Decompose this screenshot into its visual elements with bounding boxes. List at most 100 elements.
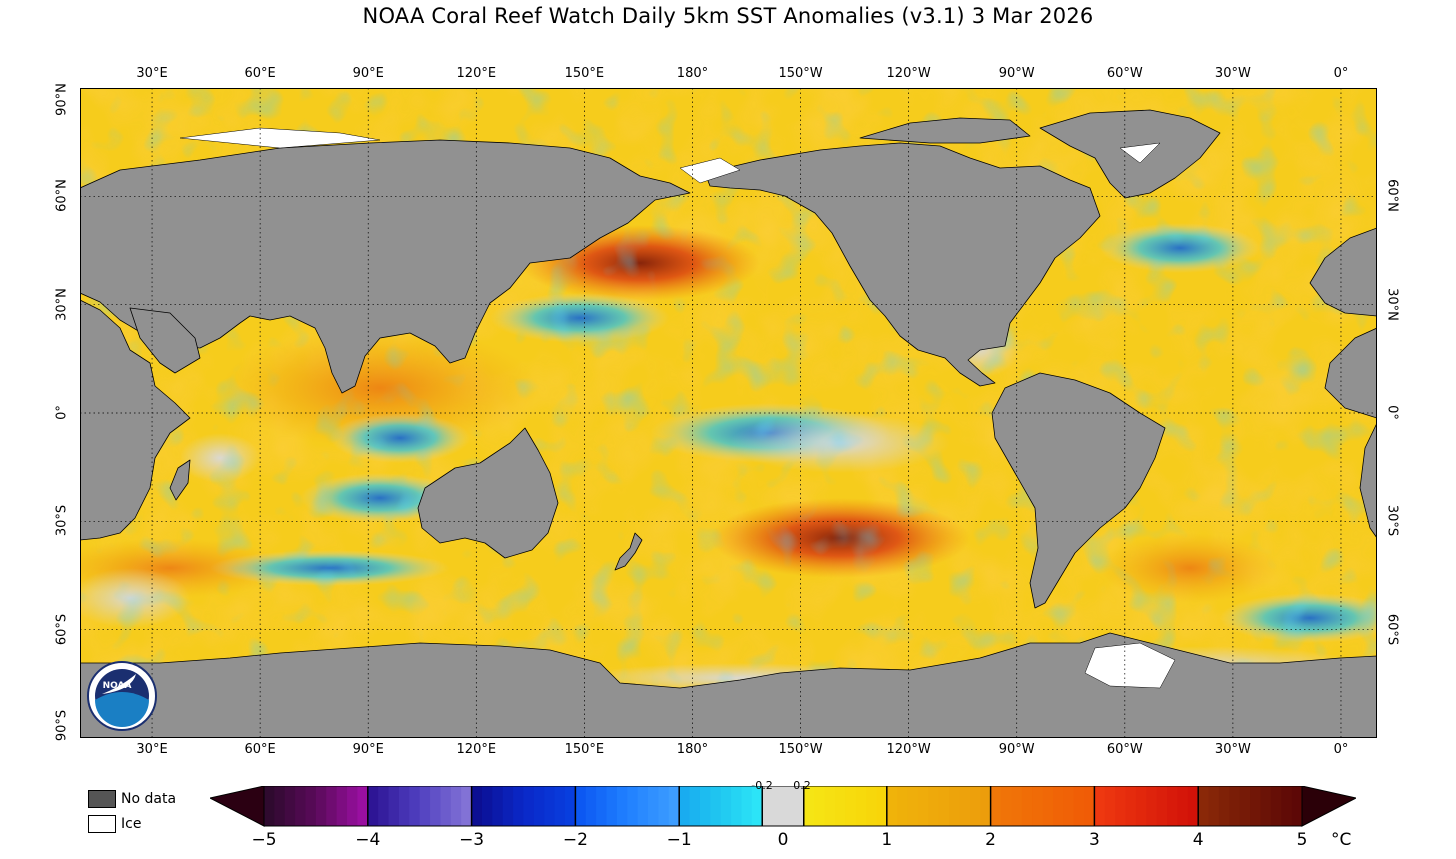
graticule — [80, 88, 1377, 738]
longitude-label: 180° — [676, 66, 709, 81]
south-america — [991, 372, 1166, 609]
colorbar-segment — [720, 786, 732, 826]
longitude-label: 0° — [1333, 66, 1349, 81]
colorbar — [210, 786, 1356, 827]
longitude-label: 150°E — [564, 66, 605, 81]
colorbar-segment — [1270, 786, 1282, 826]
longitude-label: 120°E — [456, 66, 497, 81]
colorbar-segment — [1250, 786, 1261, 826]
colorbar-segment — [1281, 786, 1293, 826]
longitude-label: 60°E — [244, 742, 276, 757]
colorbar-segment — [419, 786, 431, 826]
colorbar-segment — [1084, 786, 1095, 826]
longitude-label: 30°W — [1214, 742, 1251, 757]
colorbar-segment — [1229, 786, 1241, 826]
colorbar-tick-label: 3 — [1088, 830, 1100, 850]
colorbar-segment — [824, 786, 836, 826]
colorbar-segment — [627, 786, 639, 826]
colorbar-segment — [793, 786, 805, 826]
colorbar-segment — [969, 786, 981, 826]
colorbar-segment — [388, 786, 400, 826]
colorbar-segment — [928, 786, 940, 826]
arctic-islands — [859, 117, 1031, 144]
colorbar-segment — [565, 786, 576, 826]
colorbar-segment — [378, 786, 390, 826]
australia — [417, 427, 559, 559]
madagascar — [169, 459, 191, 501]
colorbar-segment — [648, 786, 659, 826]
colorbar-segment — [855, 786, 867, 826]
latitude-label-left: 60°S — [54, 613, 70, 645]
colorbar-tick-label: 4 — [1192, 830, 1204, 850]
colorbar-segment — [409, 786, 421, 826]
colorbar-segment — [897, 786, 909, 826]
land-masses — [80, 109, 1377, 738]
colorbar-tick-label: 0 — [777, 830, 789, 850]
colorbar-segment — [886, 786, 898, 826]
eurasia — [80, 139, 691, 394]
colorbar-segment — [949, 786, 960, 826]
colorbar-unit: °C — [1331, 830, 1352, 850]
colorbar-segment — [699, 786, 711, 826]
colorbar-segment — [398, 786, 410, 826]
colorbar-segment — [1000, 786, 1012, 826]
longitude-label: 90°E — [352, 66, 384, 81]
colorbar-segment — [1177, 786, 1189, 826]
colorbar-small-tick-pos: 0.2 — [793, 779, 811, 792]
colorbar-tick-label: −5 — [251, 830, 277, 850]
noaa-logo: NOAA — [87, 661, 157, 731]
colorbar-segment — [326, 786, 338, 826]
west-africa — [1324, 327, 1377, 419]
colorbar-segment — [616, 786, 628, 826]
colorbar-segment — [710, 786, 722, 826]
colorbar-tick-label: 5 — [1296, 830, 1308, 850]
colorbar-segment — [502, 786, 514, 826]
colorbar-segment — [315, 786, 327, 826]
colorbar-segment — [658, 786, 670, 826]
colorbar-segment — [751, 786, 763, 826]
colorbar-segment — [959, 786, 971, 826]
colorbar-segment — [533, 786, 545, 826]
arabia — [129, 307, 201, 374]
colorbar-segment — [938, 786, 950, 826]
colorbar-segment — [1218, 786, 1230, 826]
colorbar-segment — [295, 786, 307, 826]
colorbar-segment — [1198, 786, 1210, 826]
colorbar-segment — [1135, 786, 1147, 826]
colorbar-segment — [1167, 786, 1178, 826]
colorbar-segment — [1115, 786, 1127, 826]
colorbar-segment — [264, 786, 275, 826]
colorbar-segment — [606, 786, 618, 826]
colorbar-tick-label: −1 — [666, 830, 692, 850]
latitude-label-right: 60°N — [1384, 179, 1400, 213]
latitude-label-right: 30°N — [1384, 287, 1400, 321]
longitude-label: 30°E — [136, 742, 168, 757]
longitude-label: 150°W — [778, 742, 823, 757]
ice-swatch — [88, 815, 116, 833]
colorbar-segment — [1104, 786, 1116, 826]
latitude-label-left: 90°N — [54, 83, 70, 116]
colorbar-segment — [1073, 786, 1085, 826]
colorbar-segment — [845, 786, 857, 826]
colorbar-segment — [367, 786, 379, 826]
latitude-label-left: 90°S — [54, 709, 70, 742]
longitude-label: 60°E — [244, 66, 276, 81]
colorbar-segment — [461, 786, 473, 826]
sst-anomaly-map: NOAA — [80, 88, 1377, 738]
europe — [1309, 227, 1377, 317]
colorbar-segment — [1094, 786, 1106, 826]
colorbar-segment — [274, 786, 286, 826]
colorbar-tick-label: 1 — [881, 830, 893, 850]
colorbar-segment — [1187, 786, 1199, 826]
longitude-label: 30°W — [1214, 66, 1251, 81]
colorbar-tick-label: −4 — [355, 830, 381, 850]
latitude-label-left: 30°N — [54, 287, 70, 321]
colorbar-segment — [814, 786, 826, 826]
latitude-label-left: 30°S — [54, 505, 70, 537]
new-zealand — [614, 532, 643, 571]
colorbar-segment — [990, 786, 1002, 826]
colorbar-segment — [305, 786, 317, 826]
colorbar-segment — [544, 786, 556, 826]
colorbar-segment — [668, 786, 680, 826]
colorbar-segment — [554, 786, 566, 826]
